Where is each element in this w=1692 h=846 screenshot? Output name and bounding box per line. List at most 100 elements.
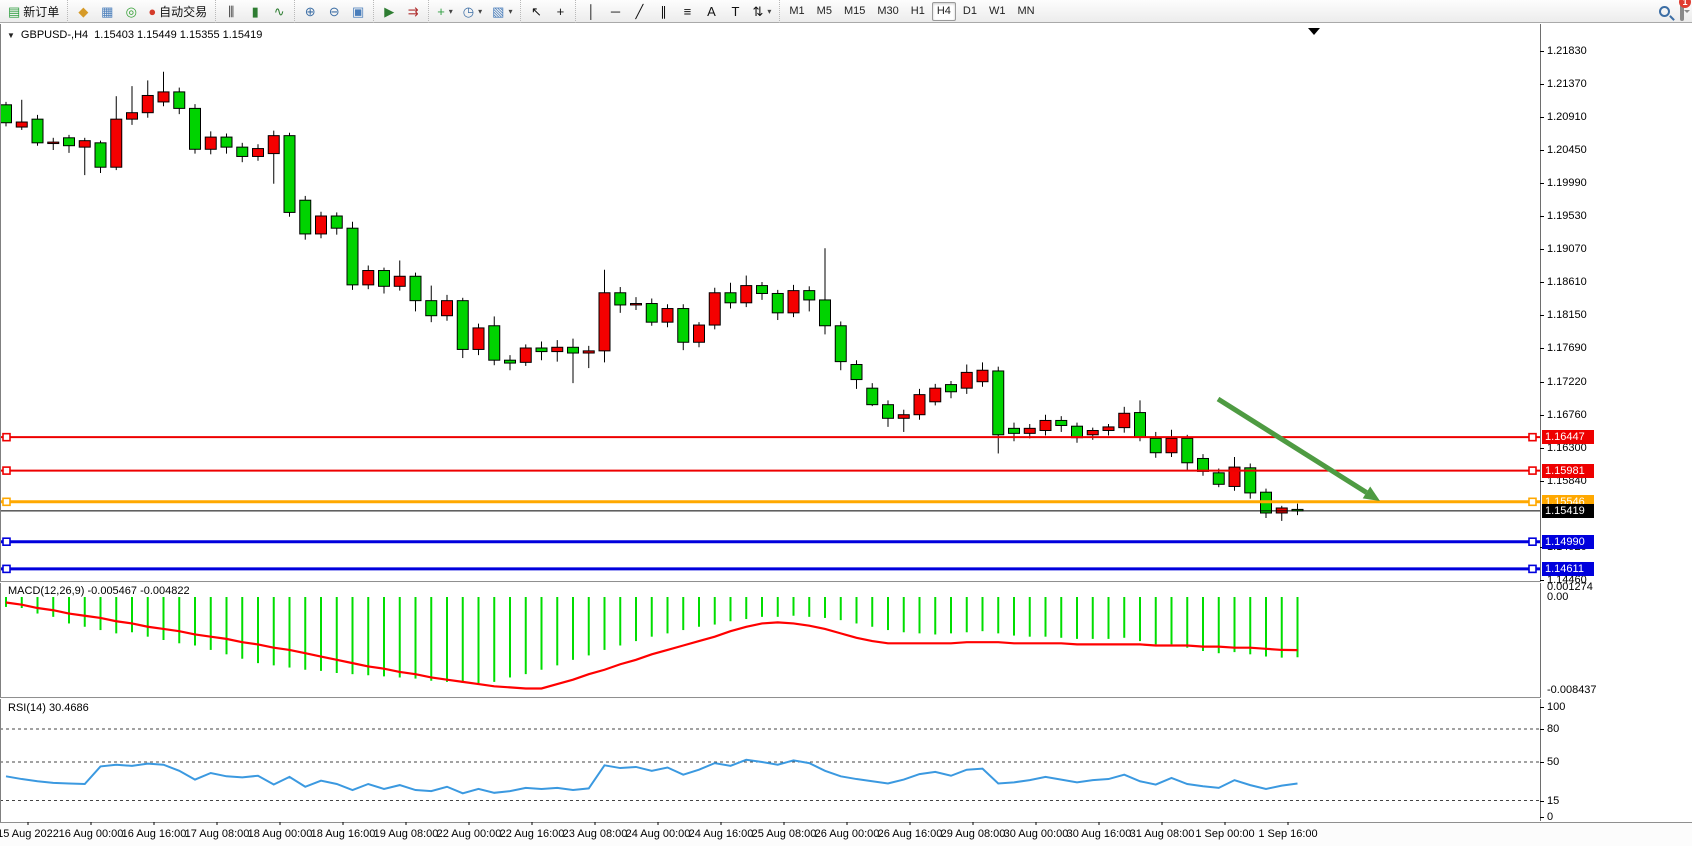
price-tick-label: 1.19070 (1547, 242, 1587, 255)
chat-button[interactable]: 1 (1679, 0, 1691, 21)
chart-canvas[interactable] (0, 24, 1692, 846)
candle-body (204, 136, 217, 150)
bar-chart-button[interactable]: ⫼ (220, 2, 242, 21)
toolbar-group: ◆ ▦ ◎ ● 自动交易 (67, 0, 215, 23)
equidistant-channel-button[interactable]: ∥ (652, 2, 674, 21)
market-watch-button[interactable]: ◆ (72, 2, 94, 21)
timeframe-d1[interactable]: D1 (962, 5, 977, 17)
hline-anchor-handle[interactable] (1528, 537, 1537, 546)
vertical-line-button[interactable]: │ (580, 2, 602, 21)
hline-anchor-handle[interactable] (1528, 466, 1537, 475)
new-order-button[interactable]: ▤ 新订单 (4, 2, 63, 21)
candle-body (740, 285, 753, 304)
timeframe-mn[interactable]: MN (1017, 5, 1035, 17)
trend-arrow-line[interactable] (1216, 396, 1368, 495)
hline-anchor-handle[interactable] (1528, 432, 1537, 442)
search-icon[interactable] (1659, 5, 1670, 17)
timeframe-m5[interactable]: M5 (816, 5, 832, 17)
fibonacci-button[interactable]: ≡ (676, 2, 698, 21)
candle-body (1244, 467, 1257, 494)
hline-anchor-handle[interactable] (2, 466, 11, 475)
chevron-down-icon[interactable]: ▾ (478, 6, 483, 16)
candle-body (330, 215, 343, 229)
cursor-button[interactable]: ↖ (525, 2, 547, 21)
candle-body (677, 308, 690, 343)
auto-scroll-button[interactable]: ▶ (378, 2, 400, 21)
chevron-down-icon[interactable]: ▾ (448, 6, 453, 16)
candle-body (882, 404, 894, 419)
time-axis-label: 17 Aug 08:00 (184, 828, 250, 840)
data-window-button[interactable]: ▦ (96, 2, 118, 21)
hline-anchor-handle[interactable] (2, 564, 11, 574)
crosshair-button[interactable]: + (549, 2, 571, 21)
trend-arrow-head[interactable] (1362, 486, 1380, 501)
candle-body (0, 104, 12, 124)
time-axis[interactable] (0, 822, 1692, 846)
auto-trading-button[interactable]: ● 自动交易 (144, 2, 211, 21)
candle-body (1102, 426, 1115, 431)
hline-anchor-handle[interactable] (2, 497, 11, 507)
tile-windows-button[interactable]: ▣ (347, 2, 369, 21)
timeframe-w1[interactable]: W1 (988, 5, 1006, 17)
timeframe-m1[interactable]: M1 (789, 5, 805, 17)
trendline-button[interactable]: ╱ (628, 2, 650, 21)
time-axis-label: 1 Sep 16:00 (1258, 828, 1318, 840)
price-tick-mark (1540, 182, 1544, 184)
zoom-out-button[interactable]: ⊖ (323, 2, 345, 21)
rsi-line (5, 758, 1298, 795)
chart-shift-button[interactable]: ⇉ (402, 2, 424, 21)
hline-anchor-handle[interactable] (1528, 564, 1537, 574)
time-tick-mark (90, 822, 92, 825)
price-line-badge: 1.15981 (1542, 463, 1594, 478)
hline-anchor-handle[interactable] (1528, 497, 1537, 507)
chart-window[interactable]: ▼ GBPUSD-,H4 1.15403 1.15449 1.15355 1.1… (0, 24, 1692, 846)
hline-anchor-handle[interactable] (2, 432, 11, 442)
text-button[interactable]: A (700, 2, 722, 21)
macd-scale-label: -0.008437 (1547, 684, 1597, 696)
candle-body (504, 359, 516, 364)
price-tick-mark (1540, 215, 1544, 217)
zoom-in-button[interactable]: ⊕ (299, 2, 321, 21)
time-tick-mark (153, 822, 155, 825)
line-chart-button[interactable]: ∿ (268, 2, 290, 21)
navigator-button[interactable]: ◎ (120, 2, 142, 21)
timeframe-h4[interactable]: H4 (931, 1, 956, 21)
collapse-chevron-icon[interactable]: ▼ (7, 30, 15, 40)
time-tick-mark (27, 822, 29, 825)
arrows-button[interactable]: ⇅ ▾ (748, 2, 775, 21)
time-axis-label: 23 Aug 08:00 (562, 828, 628, 840)
candle-body (157, 91, 170, 103)
timeframe-h1[interactable]: H1 (910, 5, 925, 17)
candlestick-chart-button[interactable]: ▮ (244, 2, 266, 21)
rsi-pane-separator[interactable] (0, 697, 1541, 699)
text-label-button[interactable]: T (724, 2, 746, 21)
chevron-down-icon[interactable]: ▾ (508, 6, 513, 16)
periods-button[interactable]: ◷ ▾ (459, 2, 486, 21)
price-tick-mark (1540, 579, 1544, 581)
chart-shift-marker[interactable] (1308, 28, 1320, 35)
indicators-button[interactable]: + ▾ (433, 2, 457, 21)
time-tick-mark (1287, 822, 1289, 825)
timeframe-m15[interactable]: M15 (843, 5, 866, 17)
candle-body (425, 300, 438, 317)
price-axis-divider[interactable] (1540, 24, 1541, 821)
macd-pane-separator[interactable] (0, 581, 1541, 583)
candle-body (1055, 419, 1068, 426)
candle-body (1149, 437, 1162, 454)
hline-anchor-handle[interactable] (2, 537, 11, 546)
candle-body (189, 107, 201, 150)
macd-scale-label: 0.001274 (1547, 581, 1593, 593)
tile-windows-icon: ▣ (352, 3, 365, 19)
templates-button[interactable]: ▧ ▾ (488, 2, 516, 21)
horizontal-line-button[interactable]: ─ (604, 2, 626, 21)
price-tick-label: 1.16760 (1547, 408, 1587, 421)
timeframe-m30[interactable]: M30 (877, 5, 899, 17)
time-tick-mark (657, 822, 659, 825)
candle-body (1165, 437, 1178, 454)
zoom-out-icon: ⊖ (328, 3, 340, 19)
candle-body (614, 292, 627, 306)
candle-body (1039, 419, 1052, 431)
data-window-icon: ▦ (101, 3, 114, 19)
candle-body (1228, 466, 1241, 487)
chevron-down-icon[interactable]: ▾ (767, 6, 772, 16)
